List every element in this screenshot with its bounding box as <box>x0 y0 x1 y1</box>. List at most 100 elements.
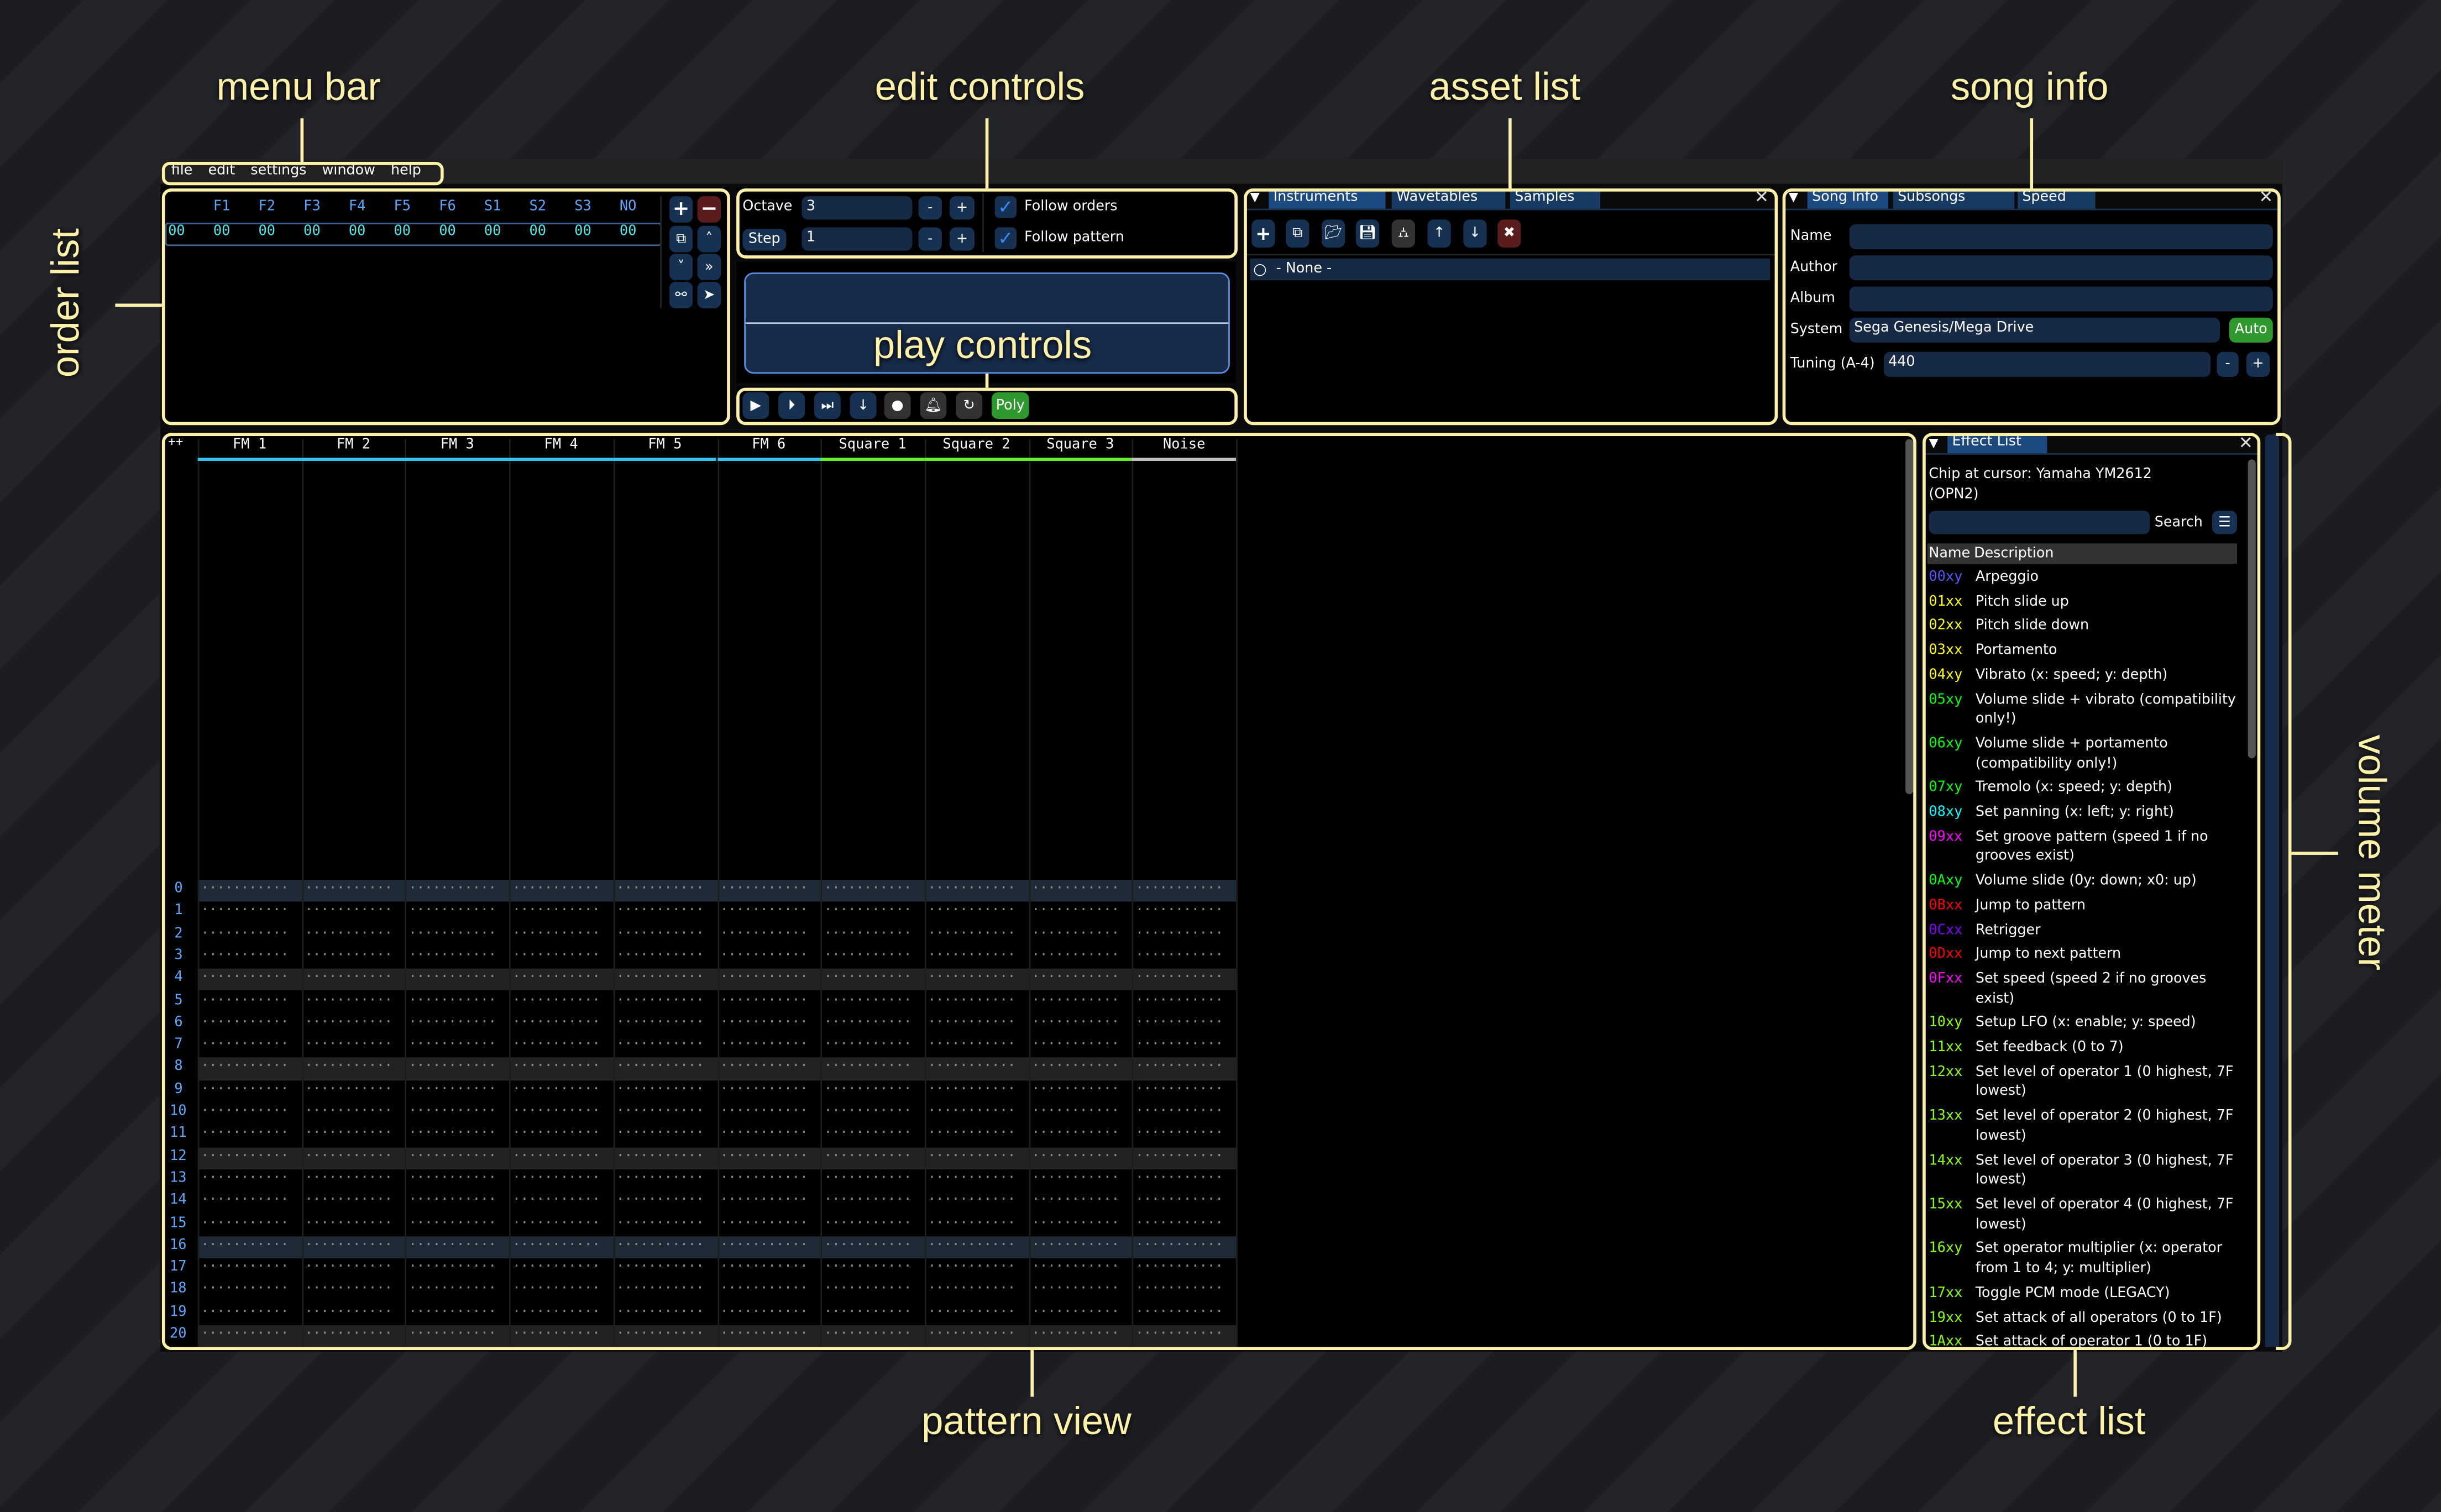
pattern-cell[interactable]: ··········· <box>616 926 704 942</box>
pattern-cell[interactable]: ··········· <box>1135 1193 1223 1209</box>
pattern-cell[interactable]: ··········· <box>1135 948 1223 964</box>
pattern-cell[interactable]: ··········· <box>720 1126 808 1142</box>
pattern-cell[interactable]: ··········· <box>305 881 392 897</box>
author-input[interactable] <box>1849 255 2273 281</box>
pattern-cell[interactable]: ··········· <box>305 1215 392 1231</box>
close-icon[interactable]: ✕ <box>2238 433 2253 453</box>
pattern-cell[interactable]: ··········· <box>305 1104 392 1120</box>
pattern-cell[interactable]: ··········· <box>928 1037 1015 1053</box>
pattern-cell[interactable]: ··········· <box>201 1148 289 1164</box>
pattern-cell[interactable]: ··········· <box>616 1148 704 1164</box>
pattern-cell[interactable]: ··········· <box>824 1082 912 1098</box>
pattern-cell[interactable]: ··········· <box>1135 1170 1223 1186</box>
pattern-cell[interactable]: ··········· <box>720 881 808 897</box>
channel-header[interactable]: FM 1 <box>233 437 267 453</box>
effect-row[interactable]: 19xx Set attack of all operators (0 to 1F… <box>1929 1309 2248 1329</box>
pattern-cell[interactable]: ··········· <box>1031 993 1119 1009</box>
play-button[interactable]: ▶ <box>742 392 769 419</box>
pattern-cell[interactable]: ··········· <box>201 1037 289 1053</box>
octave-input[interactable]: 3 <box>802 196 913 220</box>
step-label-button[interactable]: Step <box>742 229 787 251</box>
tab-samples[interactable]: Samples <box>1510 188 1601 209</box>
pattern-cell[interactable]: ··········· <box>1135 1304 1223 1320</box>
unlink-button[interactable]: ⚯ <box>669 282 693 308</box>
pattern-cell[interactable]: ··········· <box>720 904 808 920</box>
pattern-cell[interactable]: ··········· <box>305 1193 392 1209</box>
pattern-cell[interactable]: ··········· <box>305 1037 392 1053</box>
pattern-cell[interactable]: ··········· <box>616 948 704 964</box>
pattern-cell[interactable]: ··········· <box>201 1193 289 1209</box>
pattern-cell[interactable]: ··········· <box>305 1148 392 1164</box>
pattern-cell[interactable]: ··········· <box>1135 1104 1223 1120</box>
effect-row[interactable]: 0Dxx Jump to next pattern <box>1929 946 2248 965</box>
pattern-cell[interactable]: ··········· <box>512 1148 600 1164</box>
pattern-cell[interactable]: ··········· <box>720 1015 808 1031</box>
order-cell[interactable]: 00 <box>484 224 501 240</box>
pattern-cell[interactable]: ··········· <box>928 1259 1015 1275</box>
pattern-cell[interactable]: ··········· <box>824 1193 912 1209</box>
pattern-cell[interactable]: ··········· <box>720 1104 808 1120</box>
pattern-cell[interactable]: ··········· <box>1031 1148 1119 1164</box>
menu-edit[interactable]: edit <box>208 163 235 180</box>
close-icon[interactable]: ✕ <box>2259 187 2274 207</box>
pattern-cell[interactable]: ··········· <box>1031 1104 1119 1120</box>
order-cell[interactable]: 00 <box>439 224 456 240</box>
pattern-cell[interactable]: ··········· <box>824 1059 912 1075</box>
name-input[interactable] <box>1849 224 2273 249</box>
pattern-cell[interactable]: ··········· <box>512 1170 600 1186</box>
pattern-cell[interactable]: ··········· <box>616 1015 704 1031</box>
channel-header[interactable]: FM 3 <box>440 437 474 453</box>
pattern-cell[interactable]: ··········· <box>408 1326 496 1342</box>
pattern-cell[interactable]: ··········· <box>1031 1282 1119 1298</box>
effect-row[interactable]: 0Axy Volume slide (0y: down; x0: up) <box>1929 872 2248 892</box>
pattern-cell[interactable]: ··········· <box>201 1304 289 1320</box>
pattern-cell[interactable]: ··········· <box>408 1059 496 1075</box>
pattern-cell[interactable]: ··········· <box>928 1282 1015 1298</box>
tuning-plus-button[interactable]: + <box>2246 351 2270 377</box>
order-cell[interactable]: 00 <box>213 224 231 240</box>
pattern-cell[interactable]: ··········· <box>305 970 392 986</box>
channel-header[interactable]: Noise <box>1163 437 1206 453</box>
step-plus-button[interactable]: + <box>949 227 975 251</box>
menu-file[interactable]: file <box>171 163 193 180</box>
pattern-cell[interactable]: ··········· <box>305 1282 392 1298</box>
pattern-cell[interactable]: ··········· <box>928 1104 1015 1120</box>
pattern-cell[interactable]: ··········· <box>1135 1259 1223 1275</box>
pattern-cell[interactable]: ··········· <box>1031 970 1119 986</box>
pattern-cell[interactable]: ··········· <box>1031 948 1119 964</box>
pattern-cell[interactable]: ··········· <box>824 1037 912 1053</box>
tab-speed[interactable]: Speed <box>2017 188 2096 209</box>
pattern-cell[interactable]: ··········· <box>1031 1304 1119 1320</box>
save-instrument-button[interactable]: 💾︎ <box>1355 219 1380 248</box>
auto-system-button[interactable]: Auto <box>2229 317 2273 343</box>
octave-minus-button[interactable]: - <box>918 196 942 220</box>
pattern-cell[interactable]: ··········· <box>512 970 600 986</box>
pattern-cell[interactable]: ··········· <box>928 1015 1015 1031</box>
pattern-cell[interactable]: ··········· <box>616 993 704 1009</box>
pattern-cell[interactable]: ··········· <box>1135 1148 1223 1164</box>
pattern-cell[interactable]: ··········· <box>512 1126 600 1142</box>
pattern-cell[interactable]: ··········· <box>824 1326 912 1342</box>
pattern-cell[interactable]: ··········· <box>1031 1037 1119 1053</box>
order-cell[interactable]: 00 <box>348 224 366 240</box>
repeat-button[interactable]: ↻ <box>956 392 983 419</box>
pattern-cell[interactable]: ··········· <box>1135 1082 1223 1098</box>
pattern-cell[interactable]: ··········· <box>201 1015 289 1031</box>
order-cell[interactable]: 00 <box>574 224 591 240</box>
channel-header[interactable]: FM 4 <box>544 437 578 453</box>
pattern-cell[interactable]: ··········· <box>720 1170 808 1186</box>
pattern-cell[interactable]: ··········· <box>928 1193 1015 1209</box>
order-cell[interactable]: 00 <box>303 224 321 240</box>
pattern-cell[interactable]: ··········· <box>824 970 912 986</box>
pattern-cell[interactable]: ··········· <box>824 1282 912 1298</box>
pattern-cell[interactable]: ··········· <box>305 1304 392 1320</box>
pattern-cell[interactable]: ··········· <box>1031 1259 1119 1275</box>
pattern-options-button[interactable]: ++ <box>168 434 184 449</box>
pattern-cell[interactable]: ··········· <box>408 1148 496 1164</box>
pattern-cell[interactable]: ··········· <box>1031 1326 1119 1342</box>
pattern-cell[interactable]: ··········· <box>720 1148 808 1164</box>
effect-row[interactable]: 00xy Arpeggio <box>1929 568 2248 588</box>
pattern-cell[interactable]: ··········· <box>1031 1193 1119 1209</box>
effect-row[interactable]: 02xx Pitch slide down <box>1929 617 2248 637</box>
pattern-cell[interactable]: ··········· <box>720 926 808 942</box>
